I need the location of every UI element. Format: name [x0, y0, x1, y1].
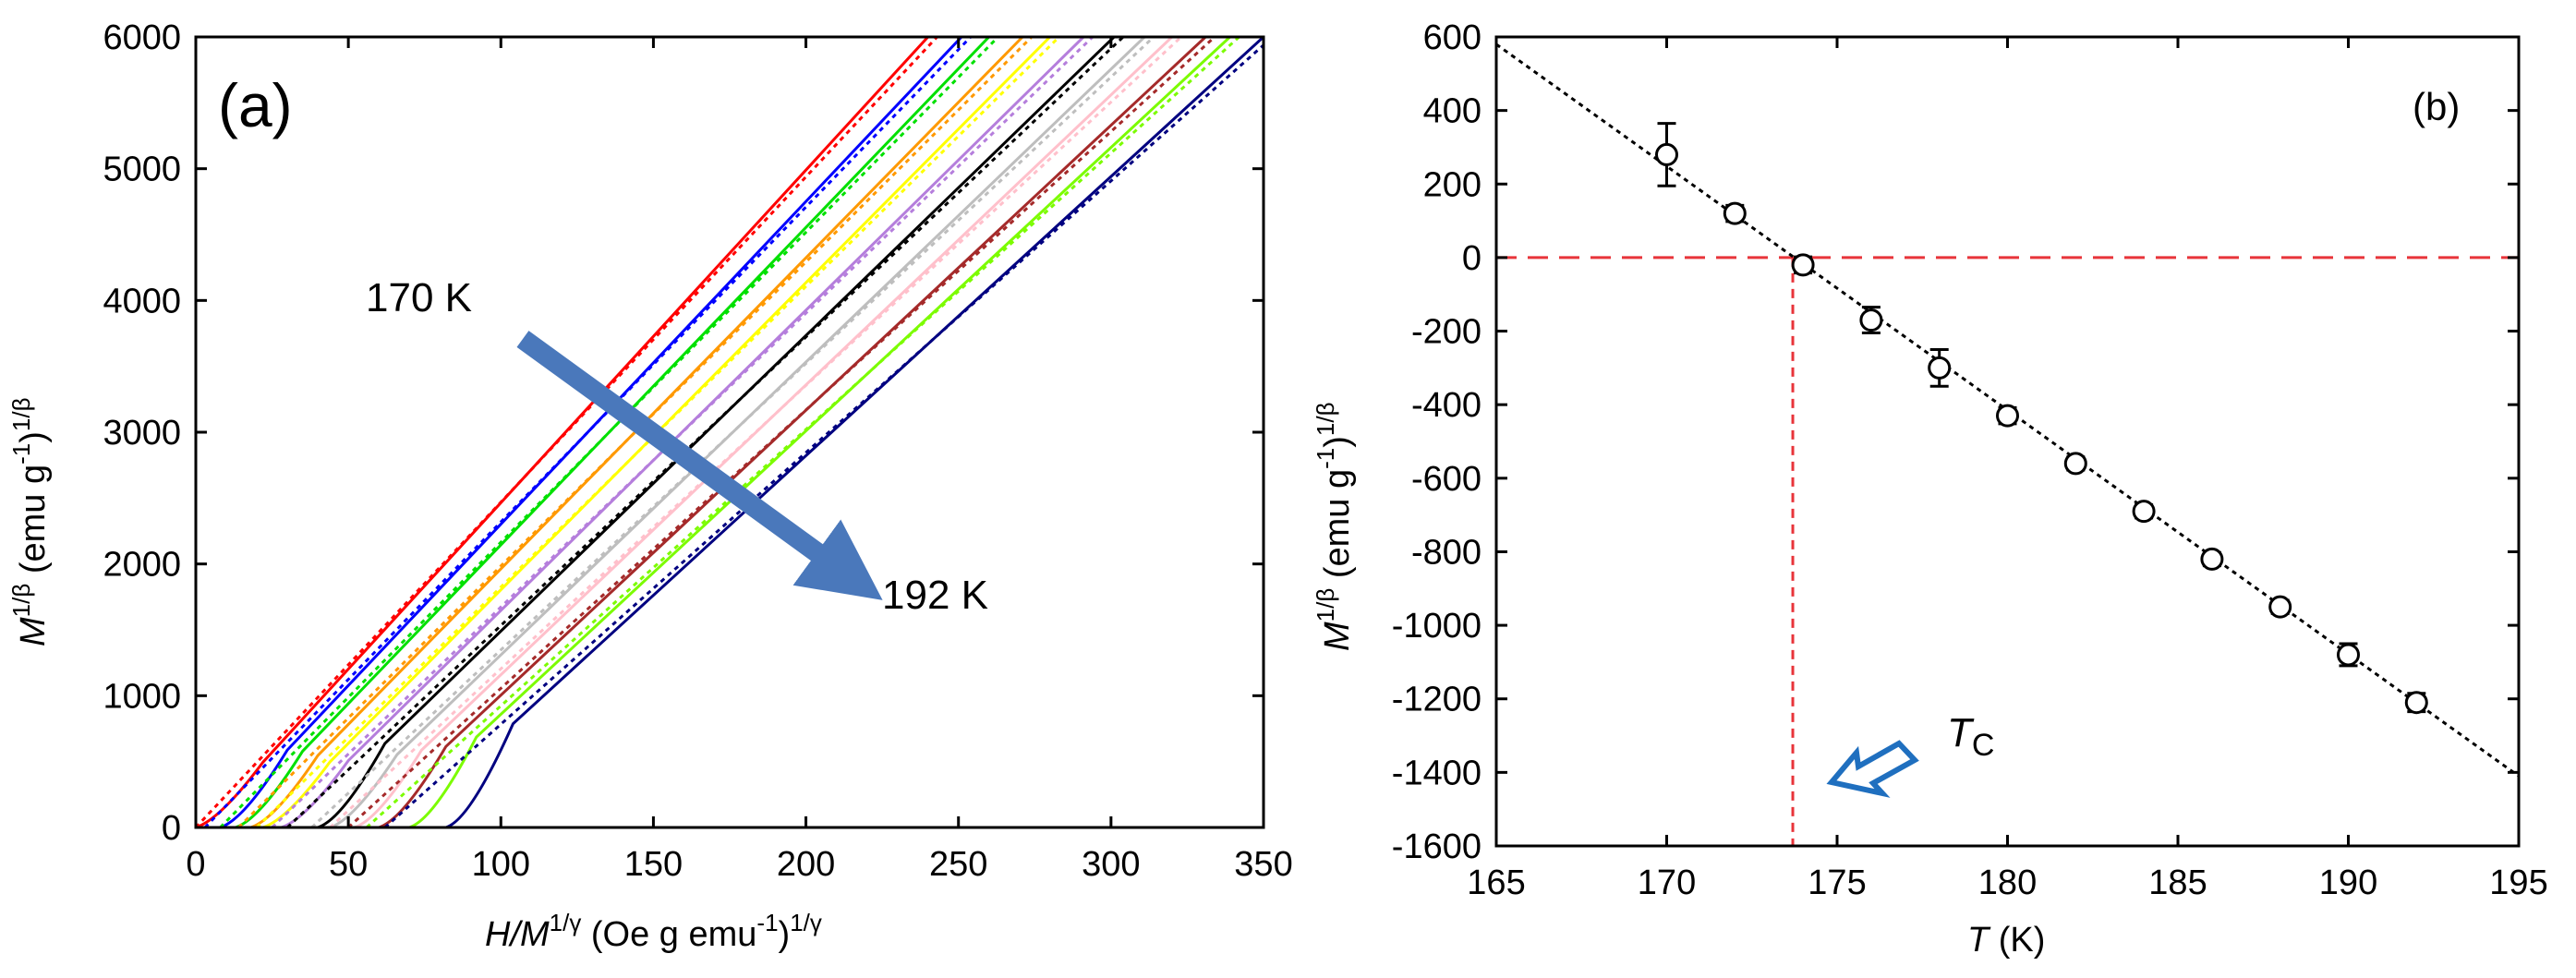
series-line-192K	[445, 37, 1264, 827]
x-tick-label-b: 185	[2148, 863, 2207, 902]
x-tick-label-b: 195	[2489, 863, 2547, 902]
series-line-180K	[280, 37, 1085, 827]
series-line-188K	[378, 37, 1207, 827]
fit-line-176K	[237, 37, 1034, 827]
y-tick-label-b: 0	[1462, 239, 1482, 278]
data-point	[1928, 356, 1952, 380]
data-point	[2337, 643, 2360, 667]
panel-b: 165 170 175 180 185 190 195 600 400 200 0 -200 -400 -…	[1312, 18, 2548, 960]
x-tick-label-a: 300	[1082, 845, 1140, 884]
temperature-arrow	[516, 331, 883, 600]
y-tick-label-b: -800	[1411, 533, 1482, 572]
fit-line-190K	[365, 37, 1240, 827]
panel-a: 0 50 100 150 200 250 300 350 0 1000 2000 3000 4000 50…	[7, 18, 1293, 954]
data-point	[2063, 452, 2087, 476]
x-tick-label-b: 170	[1638, 863, 1696, 902]
y-tick-label-b: -1000	[1392, 607, 1482, 646]
x-tick-label-b: 165	[1467, 863, 1525, 902]
y-tick-label-a: 2000	[103, 546, 181, 585]
series-line-178K	[262, 37, 1051, 827]
fit-line-182K	[286, 37, 1125, 827]
data-point	[1859, 308, 1883, 332]
x-tick-label-a: 50	[329, 845, 368, 884]
series-line-186K	[354, 37, 1173, 827]
y-tick-label-b: 400	[1423, 92, 1482, 131]
y-axis-label-b: M1/β (emu g-1)1/β	[1312, 402, 1357, 651]
y-tick-label-b: 600	[1423, 18, 1482, 57]
y-tick-label-b: -1400	[1392, 754, 1482, 792]
y-tick-label-b: -1600	[1392, 827, 1482, 866]
y-tick-label-b: -600	[1411, 460, 1482, 499]
x-tick-label-b: 180	[1978, 863, 2037, 902]
data-point	[1655, 142, 1678, 166]
tc-label: TC	[1947, 710, 1994, 763]
y-tick-label-a: 3000	[103, 414, 181, 453]
x-axis-label-a: H/M1/γ (Oe g emu-1)1/γ	[485, 909, 822, 954]
plot-frame-b	[1494, 35, 2521, 848]
data-point	[2268, 595, 2292, 619]
y-tick-label-b: 200	[1423, 165, 1482, 204]
data-point	[1996, 404, 2019, 428]
x-tick-label-a: 250	[929, 845, 987, 884]
fit-line-184K	[310, 37, 1155, 827]
series-line-170K	[196, 37, 929, 827]
x-axis-label-b: T (K)	[1967, 921, 2045, 960]
data-point	[2404, 691, 2428, 715]
series-line-174K	[235, 37, 990, 827]
y-tick-label-b: -400	[1411, 386, 1482, 425]
series-line-184K	[329, 37, 1146, 827]
x-tick-label-b: 190	[2319, 863, 2377, 902]
fit-line-178K	[256, 37, 1060, 827]
data-point	[2132, 500, 2156, 524]
data-point	[1723, 201, 1747, 225]
tc-arrow-icon	[1826, 740, 1919, 798]
data-point	[1791, 253, 1815, 277]
y-tick-label-a: 6000	[103, 18, 181, 57]
fit-line-188K	[347, 37, 1216, 827]
fit-line-174K	[219, 37, 999, 827]
y-tick-label-a: 4000	[103, 282, 181, 320]
data-point	[2200, 547, 2224, 571]
y-tick-label-a: 1000	[103, 677, 181, 716]
x-tick-label-a: 150	[624, 845, 683, 884]
x-tick-label-a: 0	[186, 845, 205, 884]
panel-label-a: (a)	[218, 71, 293, 139]
y-tick-label-b: -200	[1411, 313, 1482, 352]
x-tick-label-a: 100	[472, 845, 530, 884]
panel-label-b: (b)	[2413, 85, 2460, 128]
series-line-172K	[219, 37, 963, 827]
series-line-190K	[408, 37, 1231, 827]
x-tick-label-b: 175	[1808, 863, 1866, 902]
series-line-182K	[317, 37, 1116, 827]
y-tick-label-a: 0	[162, 809, 181, 848]
x-tick-label-a: 350	[1234, 845, 1292, 884]
y-tick-label-a: 5000	[103, 151, 181, 189]
series-line-176K	[249, 37, 1024, 827]
y-axis-label-a: M1/β (emu g-1)1/β	[7, 397, 53, 646]
fit-line-192K	[383, 42, 1264, 827]
x-tick-label-a: 200	[777, 845, 835, 884]
fit-line-172K	[203, 37, 973, 827]
y-tick-label-b: -1200	[1392, 681, 1482, 719]
annotation-start-temp: 170 K	[366, 275, 472, 320]
annotation-end-temp: 192 K	[882, 573, 988, 618]
